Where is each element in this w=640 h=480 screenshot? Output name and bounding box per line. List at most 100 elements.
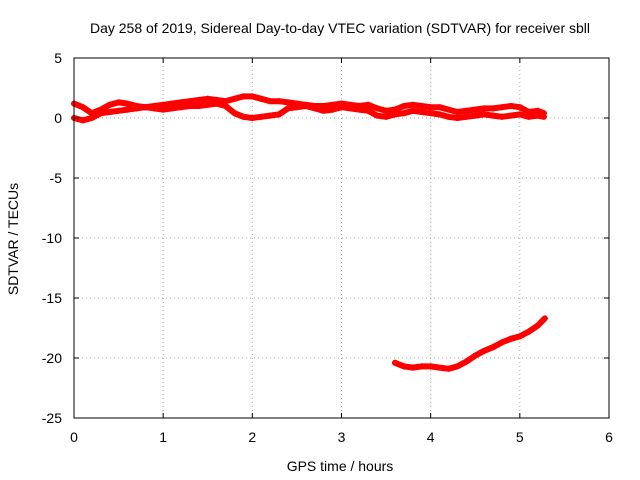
data-point (525, 113, 532, 120)
data-point (490, 344, 497, 351)
data-point (507, 335, 514, 342)
data-point (540, 113, 547, 120)
data-point (240, 113, 247, 120)
data-point (186, 103, 193, 109)
data-point (258, 113, 265, 120)
data-point (169, 105, 176, 112)
data-point (204, 95, 211, 102)
data-point (454, 115, 461, 121)
data-point (124, 106, 131, 113)
data-point (249, 93, 256, 100)
data-point (240, 93, 247, 100)
data-point (276, 98, 283, 105)
data-point (356, 106, 363, 113)
data-point (329, 106, 336, 113)
data-point (400, 103, 407, 109)
x-tick-label: 6 (605, 429, 613, 445)
y-tick-label: -10 (42, 230, 62, 246)
data-point (427, 110, 434, 117)
data-point (383, 107, 390, 114)
data-point (525, 328, 532, 335)
y-tick-label: -20 (42, 350, 62, 366)
data-point (347, 105, 354, 112)
data-point (436, 111, 443, 118)
data-point (267, 98, 274, 105)
data-point (436, 364, 443, 371)
data-point (231, 95, 238, 102)
data-point (231, 110, 238, 117)
data-point (133, 105, 140, 112)
x-tick-label: 4 (427, 429, 435, 445)
data-point (365, 101, 372, 108)
y-tick-label: 0 (54, 110, 62, 126)
data-point (365, 107, 372, 114)
data-point (374, 112, 381, 119)
data-point (106, 101, 113, 108)
data-point (472, 112, 479, 119)
data-point (418, 109, 425, 115)
data-point (427, 104, 434, 111)
data-point (311, 105, 318, 112)
data-point (481, 347, 488, 354)
y-axis-label: SDTVAR / TECUs (5, 183, 21, 295)
data-point (463, 107, 470, 114)
data-point (472, 106, 479, 113)
data-point (490, 112, 497, 119)
data-point (445, 113, 452, 120)
data-point (541, 315, 548, 322)
data-point (400, 110, 407, 117)
data-point (490, 105, 497, 112)
x-tick-label: 1 (159, 429, 167, 445)
data-point (222, 103, 229, 109)
chart-title: Day 258 of 2019, Sidereal Day-to-day VTE… (90, 20, 590, 36)
data-point (507, 112, 514, 119)
data-point (88, 115, 95, 121)
data-point (516, 104, 523, 111)
data-point (516, 111, 523, 118)
data-point (79, 104, 86, 111)
data-point (516, 333, 523, 340)
data-point (320, 107, 327, 114)
x-axis-label: GPS time / hours (287, 458, 394, 474)
data-point (124, 100, 131, 107)
data-point (276, 111, 283, 118)
data-point (392, 111, 398, 118)
data-point (454, 109, 461, 115)
data-point (454, 363, 461, 370)
data-point (115, 99, 122, 106)
x-axis: 0 1 2 3 4 5 6 (70, 58, 613, 445)
y-axis: 5 0 -5 -10 -15 -20 -25 (42, 50, 609, 426)
data-point (160, 106, 167, 113)
x-tick-label: 2 (248, 429, 256, 445)
x-tick-label: 0 (70, 429, 78, 445)
data-point (445, 106, 452, 113)
data-point (285, 105, 291, 112)
data-point (481, 105, 488, 112)
series-points (71, 93, 548, 372)
data-point (249, 115, 256, 121)
data-point (195, 103, 202, 109)
y-tick-label: -15 (42, 290, 62, 306)
data-point (383, 113, 390, 120)
y-tick-label: 5 (54, 50, 62, 66)
data-point (267, 112, 274, 119)
data-point (97, 110, 104, 117)
data-point (409, 107, 416, 114)
series-1 (71, 100, 547, 124)
y-tick-label: -5 (50, 170, 63, 186)
data-point (293, 104, 300, 111)
data-point (472, 352, 479, 359)
data-point (507, 103, 514, 109)
data-point (436, 104, 443, 111)
data-point (285, 99, 291, 106)
data-point (178, 104, 184, 111)
data-point (400, 363, 407, 370)
data-point (427, 363, 434, 370)
x-tick-label: 3 (338, 429, 346, 445)
data-point (392, 359, 398, 366)
data-point (418, 103, 425, 109)
data-point (79, 117, 86, 124)
data-point (374, 105, 381, 112)
data-point (463, 358, 470, 365)
